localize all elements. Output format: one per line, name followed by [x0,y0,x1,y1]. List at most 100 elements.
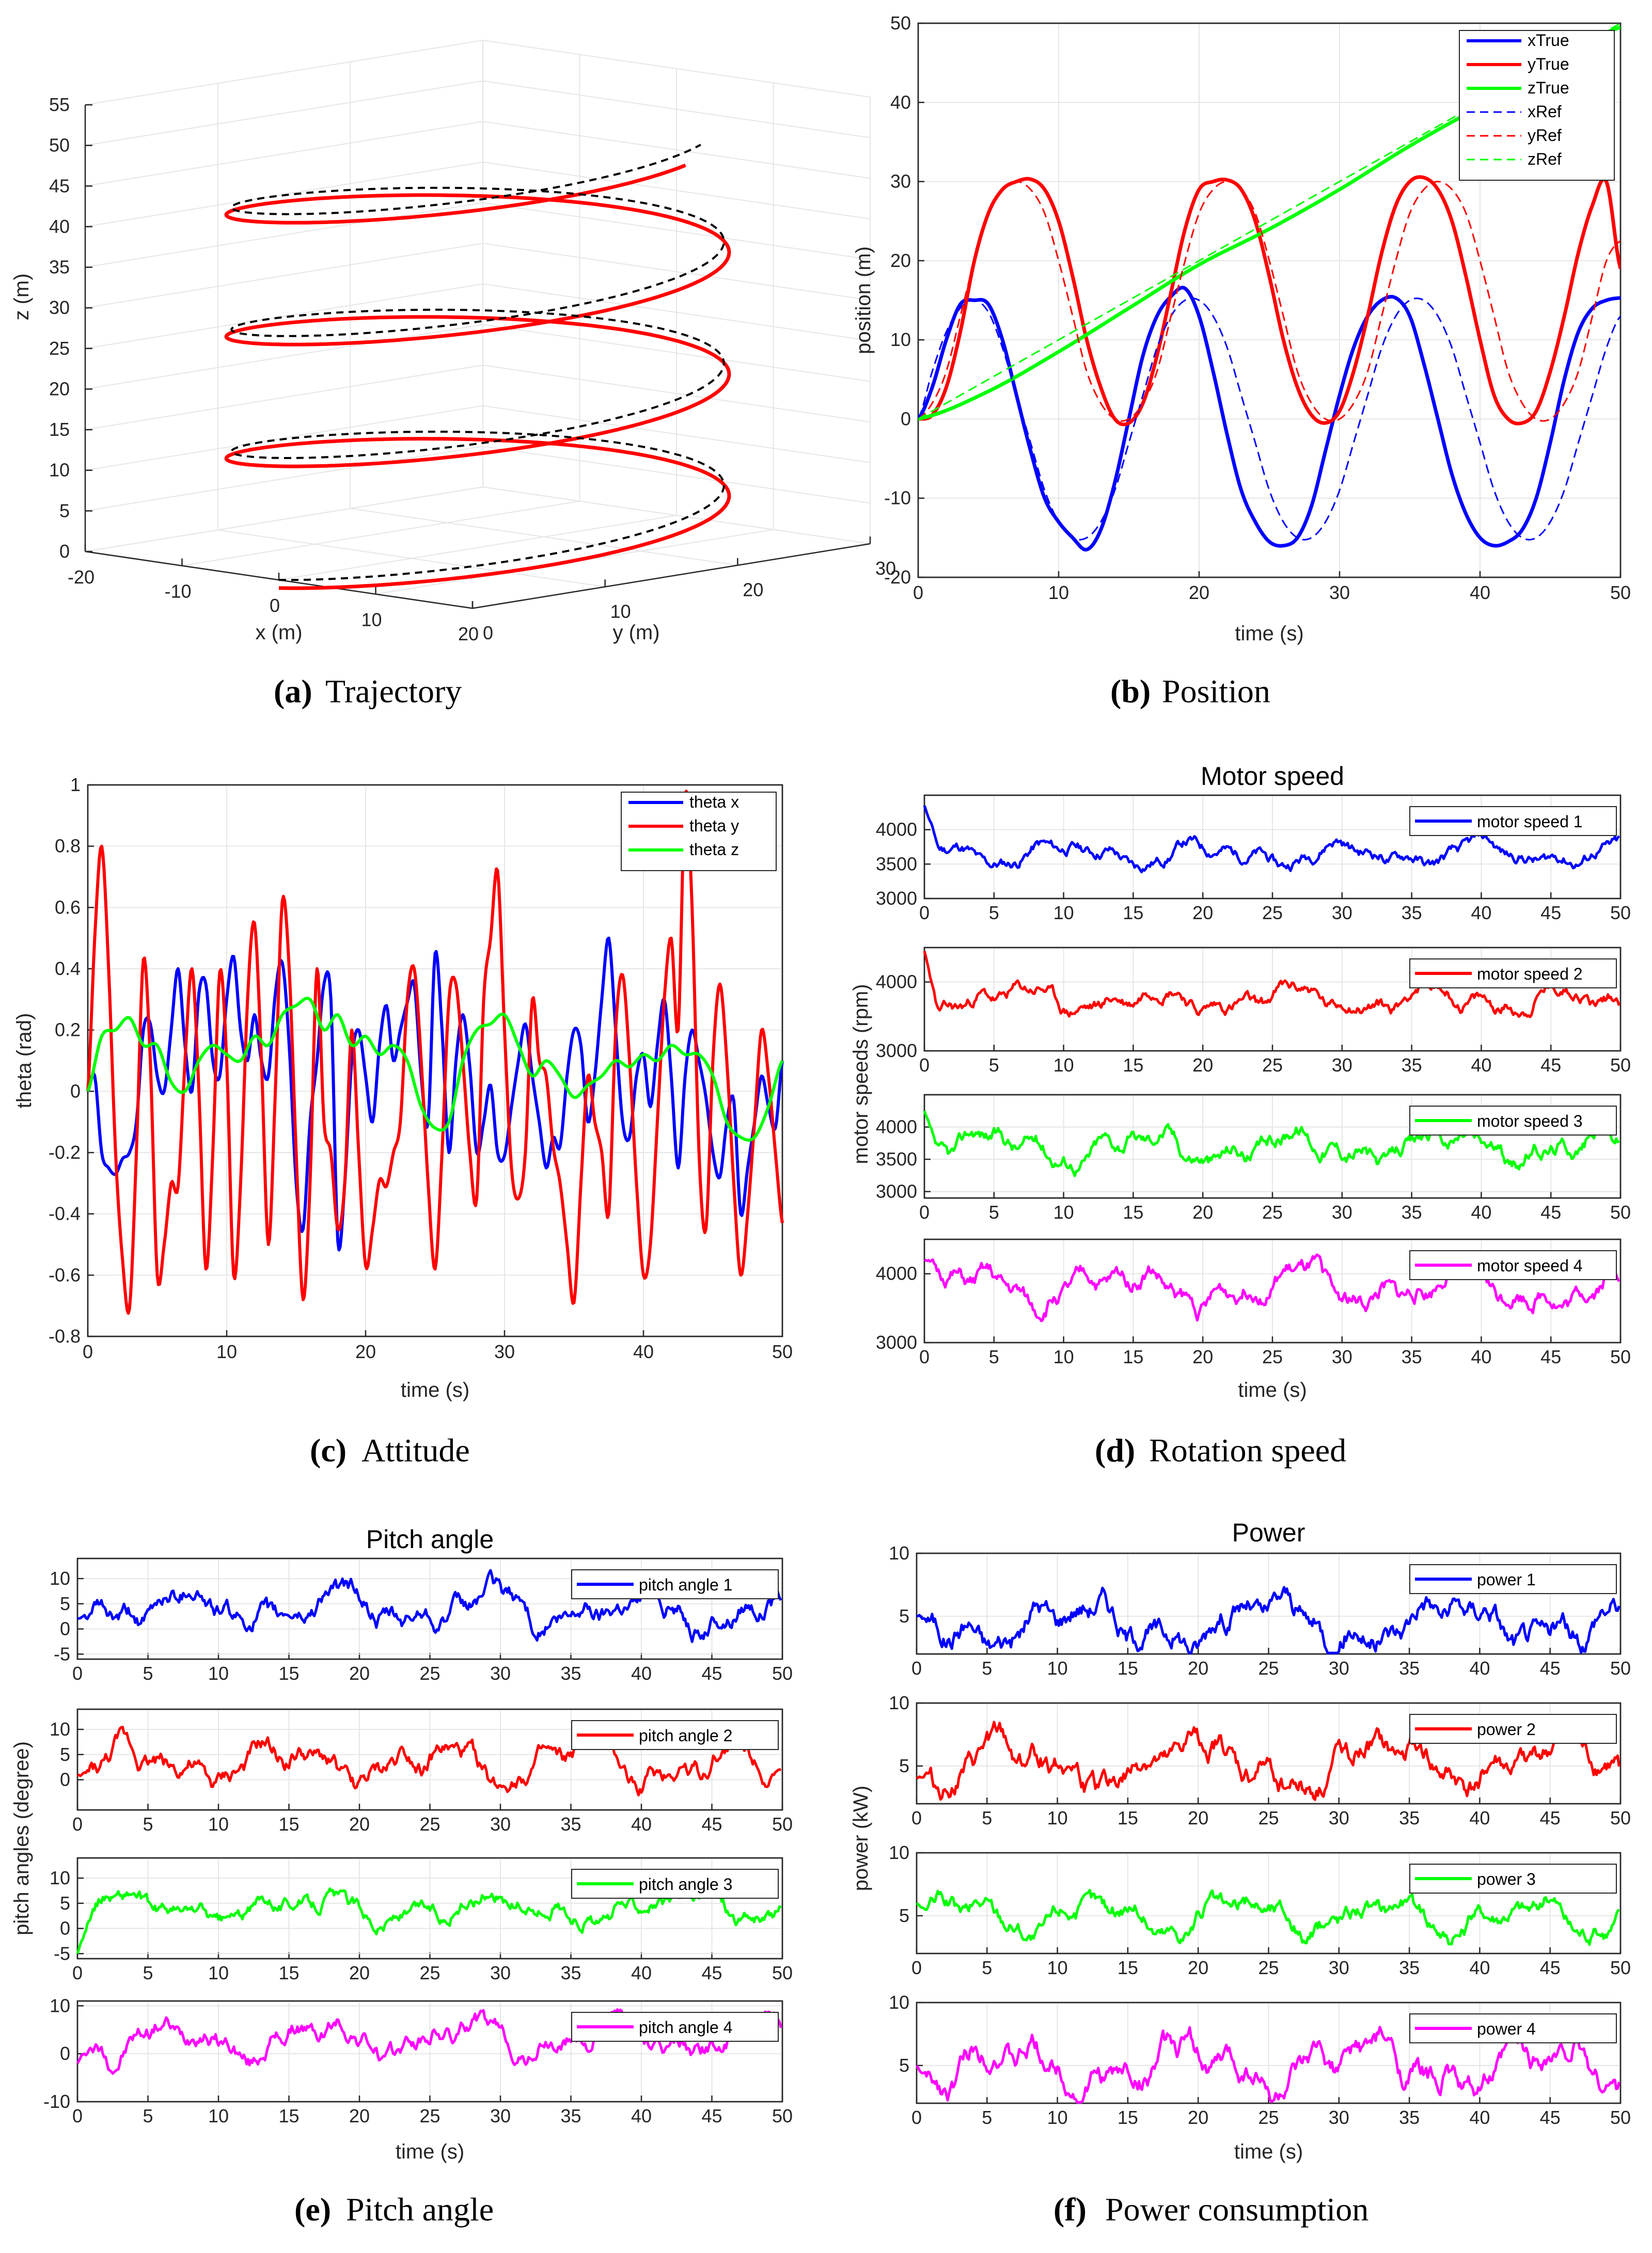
d-sub3-xtick-label: 25 [1262,1202,1283,1223]
caption-a-text: Trajectory [325,673,462,710]
a-ygrid-floor [482,486,871,544]
f-series-power-1 [916,1586,1620,1655]
d-series-motor-speed-1 [923,805,1620,874]
d-sub1-xtick-label: 20 [1192,902,1213,923]
d-sub1-ytick-label: 3500 [876,853,917,874]
a-zgrid-left [85,243,483,309]
f-sub2-xtick-label: 20 [1188,1807,1208,1829]
d-sub2-xtick-label: 5 [989,1054,999,1076]
a-xtick-label: -10 [164,581,191,602]
a-ztick-label: 30 [49,297,70,318]
b-xtick-label: 20 [1189,582,1209,603]
d-sub4-xtick-label: 35 [1402,1346,1422,1367]
a-zgrid-left [85,202,483,268]
a-xgrid-floor [278,515,677,580]
d-sub4-xtick-label: 5 [989,1346,999,1367]
d-series-motor-speed-2 [923,951,1620,1018]
d-sub1-xtick-label: 35 [1402,902,1422,923]
a-series-true [224,163,731,590]
b-ytick-label: 20 [890,250,911,271]
d-sub1-xtick-label: 15 [1123,902,1143,923]
c-ytick-label: 0.8 [55,836,81,857]
f-sub3-ytick-label: 5 [899,1905,909,1926]
e-sub4-ytick-label: 10 [50,1995,70,2016]
d-sub1-axes-frame [923,794,1622,900]
d-sub4-xtick-label: 15 [1123,1346,1143,1367]
e-series-pitch-angle-2 [77,1725,782,1797]
e-sub3-xtick-label: 30 [490,1962,511,1983]
e-sub1-ytick-label: 0 [60,1618,70,1640]
a-ztick-label: 15 [49,419,70,440]
f-sub4-axes-frame [916,2002,1622,2104]
d-sub3-legend-label: motor speed 3 [1477,1112,1583,1130]
d-sub1-xtick-label: 45 [1540,902,1561,923]
e-sub3-legend-label: pitch angle 3 [639,1875,732,1894]
a-ytick-label: 30 [875,558,896,579]
f-sub2-xtick-label: 15 [1118,1807,1138,1829]
d-sub4-xtick-label: 40 [1471,1346,1491,1367]
e-series-pitch-angle-4 [76,2008,782,2075]
f-sub1-xtick-label: 5 [982,1658,992,1679]
a-zgrid-left [85,40,483,105]
e-sub1-xtick-label: 0 [72,1663,83,1684]
a-zgrid-left [85,365,483,431]
a-xtick-label: 10 [361,609,382,631]
e-sub4-axes-frame [76,2000,783,2103]
e-sub4-xtick-label: 20 [349,2105,370,2126]
c-ytick-label: 0.4 [55,958,81,979]
f-sub3-xtick-label: 0 [911,1957,922,1978]
f-sub3-xtick-label: 15 [1118,1957,1138,1978]
d-sub4-xtick-label: 10 [1053,1346,1074,1367]
d-sub2-ytick-label: 4000 [876,971,917,992]
c-xtick-label: 20 [355,1341,376,1362]
c-ytick-label: 0.6 [55,896,81,918]
c-xtick-label: 30 [494,1341,515,1362]
e-sub1-xtick-label: 5 [143,1663,153,1684]
f-sub4-xtick-label: 45 [1540,2107,1561,2128]
e-sub2-ytick-label: 0 [60,1769,70,1790]
e-sub4-xtick-label: 10 [208,2105,229,2126]
f-series-power-3 [916,1888,1620,1946]
caption-b-letter: (b) [1110,673,1151,710]
d-sub1-legend-label: motor speed 1 [1477,812,1583,831]
a-zgrid-left [85,405,483,471]
f-sub1-ytick-label: 5 [899,1605,909,1627]
b-xtick-label: 40 [1470,582,1490,603]
b-series-xtrue [918,286,1620,552]
f-sub3-xtick-label: 30 [1329,1957,1349,1978]
e-sub1-xtick-label: 50 [772,1663,793,1684]
e-sub2-xtick-label: 40 [631,1814,652,1835]
a-zgrid-left [85,80,483,146]
a-zgrid-left [85,121,483,187]
c-xtick-label: 0 [83,1341,93,1362]
caption-d-letter: (d) [1095,1432,1135,1469]
b-legend-label: yTrue [1528,55,1569,73]
d-sub2-legend-label: motor speed 2 [1477,965,1583,983]
b-ytick-label: 50 [890,12,911,34]
b-ytick-label: 40 [890,91,911,113]
e-sub2-xtick-label: 15 [278,1814,299,1835]
f-sub1-xtick-label: 45 [1540,1658,1561,1679]
c-ytick-label: -0.4 [49,1203,81,1224]
e-sub3-ytick-label: -5 [54,1943,70,1964]
f-sub1-xtick-label: 50 [1610,1658,1631,1679]
b-legend-label: xRef [1528,102,1562,121]
d-sub2-xtick-label: 50 [1610,1054,1631,1076]
e-sub2-xtick-label: 35 [560,1814,581,1835]
d-series-motor-speed-4 [924,1253,1620,1322]
d-sub1-xtick-label: 30 [1332,902,1352,923]
e-sub3-xtick-label: 50 [772,1962,793,1983]
b-ytick-label: 0 [901,408,911,429]
c-ytick-label: -0.2 [49,1142,81,1163]
e-sub3-xtick-label: 25 [419,1962,440,1983]
d-sub2-xtick-label: 45 [1540,1054,1561,1076]
f-sub2-xtick-label: 40 [1469,1807,1490,1829]
b-xlabel: time (s) [1235,622,1303,645]
f-sub2-axes-frame [916,1702,1622,1805]
a-xlabel: x (m) [255,621,302,644]
e-ylabel: pitch angles (degree) [10,1741,33,1935]
d-sub3-xtick-label: 20 [1192,1202,1213,1223]
f-sub1-xtick-label: 0 [911,1658,922,1679]
d-sub1-ytick-label: 3000 [876,888,917,909]
e-sub2-axes-frame [76,1708,783,1811]
